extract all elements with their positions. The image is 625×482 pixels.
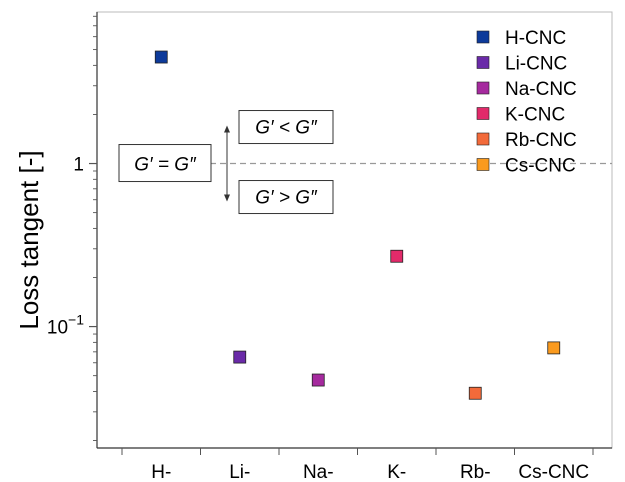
x-tick-label: H-: [151, 462, 171, 482]
legend-marker: [476, 30, 490, 44]
data-point-na-cnc: [311, 373, 325, 387]
legend-label: K-CNC: [505, 105, 565, 126]
legend-label: Cs-CNC: [505, 156, 576, 177]
legend-label: Rb-CNC: [505, 130, 577, 151]
legend-label: Li-CNC: [505, 54, 567, 75]
y-axis-label: Loss tangent [-]: [14, 150, 44, 329]
annotation-less-text: G′ < G″: [255, 118, 318, 139]
y-tick-label: 1: [73, 155, 84, 176]
annotation-greater-box: [238, 180, 334, 215]
x-tick-label: Li-: [229, 462, 250, 482]
data-point-cs-cnc: [547, 341, 561, 355]
axes: 1 10−1 H- Li- Na- K- Rb- Cs-CNC: [47, 11, 613, 482]
plot-frame: [96, 11, 613, 449]
data-point-k-cnc: [390, 249, 404, 263]
annotation-equal-text: G′ = G″: [134, 155, 197, 176]
legend: H-CNC Li-CNC Na-CNC K-CNC Rb-CNC Cs-CNC: [476, 28, 577, 177]
x-tick-label: Cs-CNC: [518, 462, 589, 482]
annotation-layer: G′ = G″ G′ < G″ G′ > G″: [118, 110, 334, 215]
legend-marker: [476, 132, 490, 146]
y-tick-label: 10−1: [47, 312, 84, 339]
annotation-greater-text: G′ > G″: [255, 188, 318, 209]
annotation-equal-box: [118, 144, 212, 183]
legend-label: Na-CNC: [505, 79, 577, 100]
arrow-down-icon: [224, 194, 230, 202]
data-point-rb-cnc: [468, 386, 482, 400]
legend-label: H-CNC: [505, 28, 566, 49]
data-point-li-cnc: [233, 350, 247, 364]
legend-marker: [476, 56, 490, 69]
arrow-up-icon: [224, 125, 230, 133]
x-tick-label: Rb-: [460, 462, 491, 482]
legend-marker: [476, 158, 490, 171]
x-tick-label: Na-: [303, 462, 334, 482]
annotation-less-box: [238, 110, 334, 145]
data-points: [154, 50, 561, 400]
legend-marker: [476, 81, 490, 95]
x-tick-label: K-: [387, 462, 406, 482]
data-point-h-cnc: [154, 50, 168, 64]
legend-marker: [476, 107, 490, 120]
